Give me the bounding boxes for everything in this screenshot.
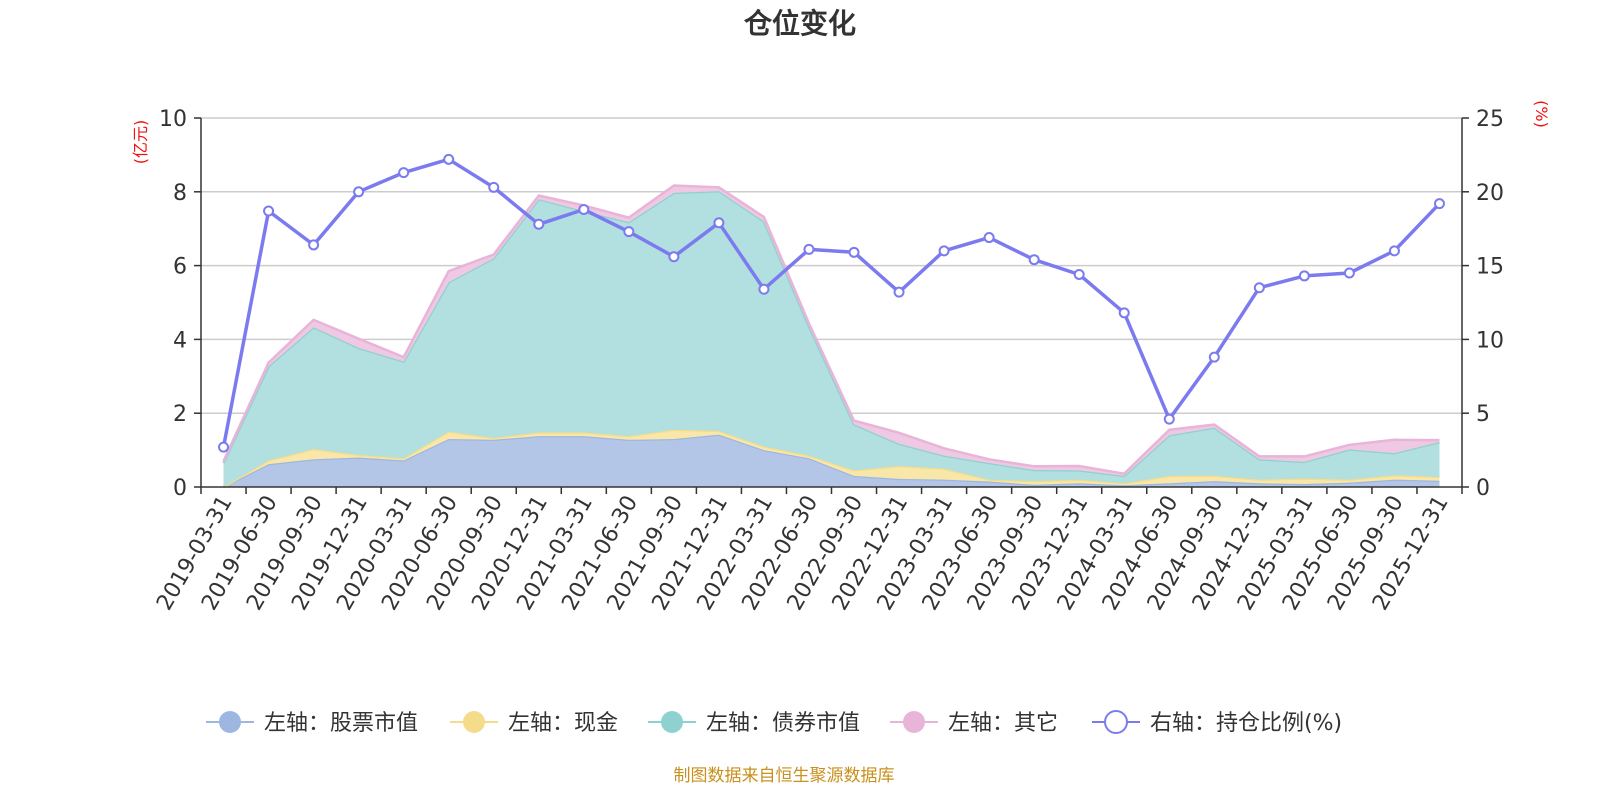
right-tick-label: 25 [1476,107,1504,132]
ratio-point[interactable] [1298,270,1310,282]
grid-lines [201,117,1462,414]
ratio-point[interactable] [488,181,500,193]
area-左轴：现金 [223,429,1440,487]
right-tick-label: 0 [1476,476,1490,501]
legend-item[interactable]: 左轴：其它 [890,711,1058,736]
ratio-line-path [221,157,1441,448]
left-tick-label: 8 [173,181,187,206]
ratio-point[interactable] [1253,282,1265,294]
ratio-point[interactable] [263,205,275,217]
ratio-point[interactable] [1208,351,1220,363]
left-tick-label: 2 [173,402,187,427]
right-tick-label: 20 [1476,181,1504,206]
area-左轴：股票市值 [223,434,1440,487]
ratio-point[interactable] [938,245,950,257]
legend-label: 左轴：现金 [508,711,618,736]
legend-marker [219,711,241,733]
stacked-areas [222,184,1440,489]
right-tick-label: 5 [1476,402,1490,427]
ratio-line [218,153,1445,453]
ratio-point[interactable] [578,204,590,216]
left-tick-label: 4 [173,328,187,353]
legend-marker [463,711,485,733]
legend: 左轴：股票市值 左轴：现金 左轴：债券市值 左轴：其它 右轴：持仓比例(%) [206,710,1342,736]
ratio-point[interactable] [758,283,770,295]
ratio-point[interactable] [1163,413,1175,425]
left-tick-label: 10 [159,107,187,132]
legend-label: 左轴：债券市值 [706,711,860,736]
ratio-point[interactable] [893,286,905,298]
ratio-point[interactable] [1073,268,1085,280]
legend-marker [661,711,683,733]
legend-item[interactable]: 左轴：股票市值 [206,711,418,736]
ratio-point[interactable] [1388,245,1400,257]
legend-label: 左轴：股票市值 [264,711,418,736]
area-左轴：债券市值 [223,191,1440,487]
right-tick-label: 10 [1476,328,1504,353]
ratio-point[interactable] [308,239,320,251]
ratio-point[interactable] [1433,198,1445,210]
ratio-point[interactable] [848,246,860,258]
ratio-point[interactable] [443,153,455,165]
ratio-point[interactable] [218,441,230,453]
chart-title: 仓位变化 [744,7,856,40]
left-axis-unit-label: (亿元) [131,120,150,165]
ratio-point[interactable] [1343,267,1355,279]
legend-item[interactable]: 左轴：现金 [450,711,618,736]
legend-item[interactable]: 左轴：债券市值 [648,711,860,736]
area-edge-左轴：其它 [222,184,1440,476]
right-tick-label: 15 [1476,255,1504,280]
ratio-point[interactable] [353,186,365,198]
ratio-point[interactable] [713,217,725,229]
ratio-point[interactable] [1028,254,1040,266]
ratio-point[interactable] [623,226,635,238]
legend-marker [903,711,925,733]
right-axis-unit-label: (%) [1532,100,1551,128]
ratio-point[interactable] [398,167,410,179]
ratio-point[interactable] [668,251,680,263]
left-tick-label: 6 [173,255,187,280]
ratio-point[interactable] [533,218,545,230]
legend-marker [1104,710,1128,734]
ratio-point[interactable] [983,232,995,244]
ratio-point[interactable] [1118,307,1130,319]
legend-label: 左轴：其它 [948,711,1058,736]
ratio-point[interactable] [803,243,815,255]
left-tick-label: 0 [173,476,187,501]
source-note: 制图数据来自恒生聚源数据库 [674,766,895,786]
legend-label: 右轴：持仓比例(%) [1150,711,1342,736]
legend-item[interactable]: 右轴：持仓比例(%) [1092,710,1342,736]
